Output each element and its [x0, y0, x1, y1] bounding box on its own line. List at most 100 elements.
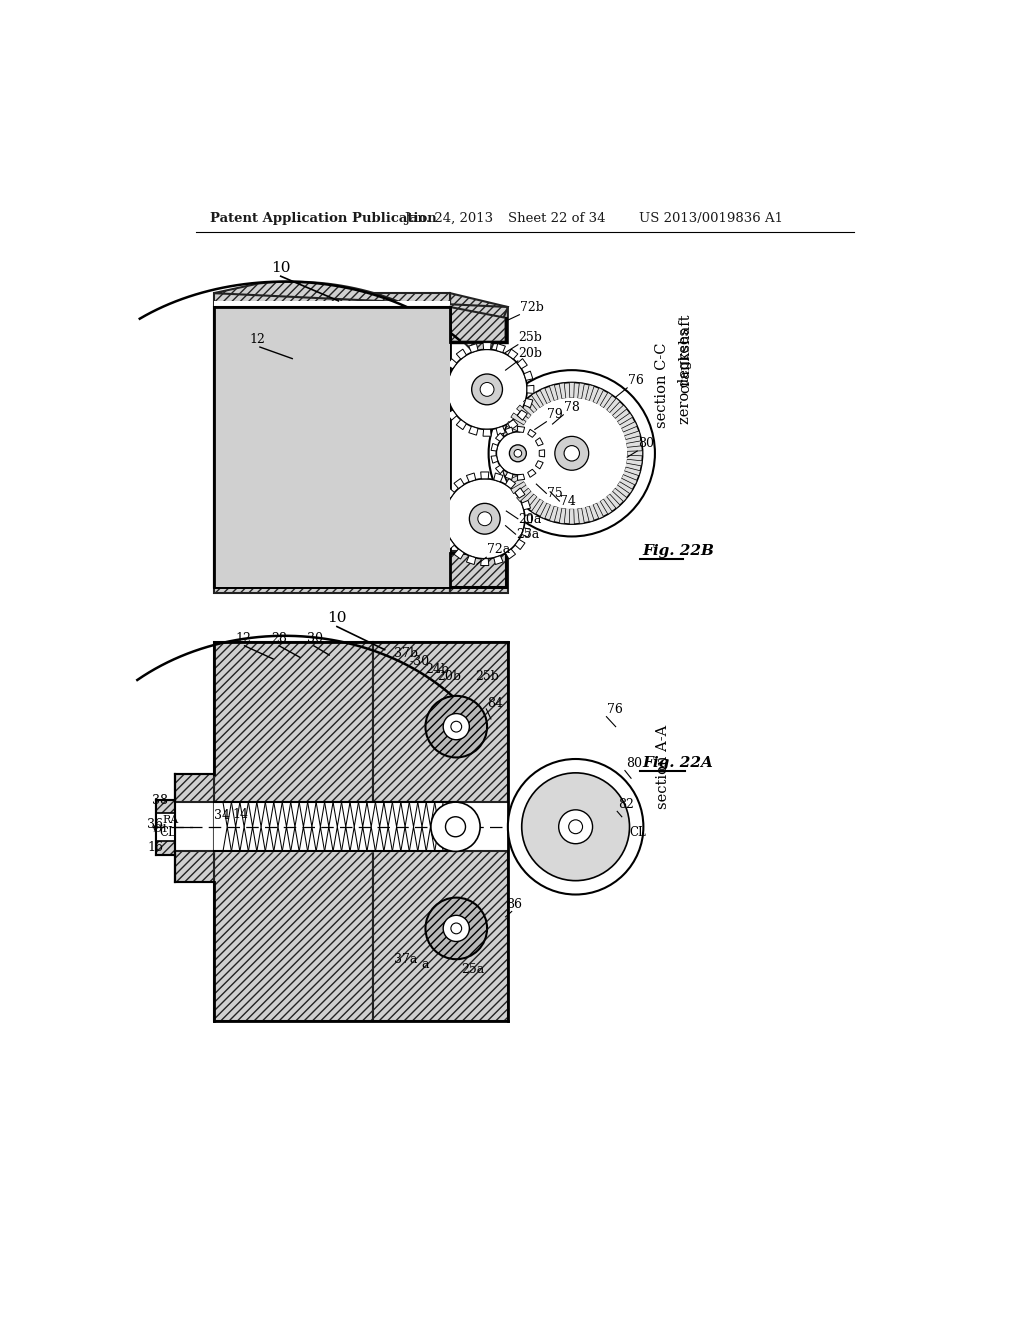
Circle shape: [447, 350, 527, 429]
Polygon shape: [559, 383, 566, 399]
Polygon shape: [441, 399, 451, 408]
Polygon shape: [214, 308, 451, 587]
Polygon shape: [494, 473, 503, 482]
Polygon shape: [627, 441, 642, 447]
Polygon shape: [439, 500, 447, 510]
Text: 37a: 37a: [394, 953, 417, 966]
Text: 36: 36: [147, 818, 164, 832]
Polygon shape: [531, 499, 544, 515]
Circle shape: [508, 759, 643, 895]
Text: 24b: 24b: [425, 663, 449, 676]
Polygon shape: [606, 399, 621, 413]
Polygon shape: [625, 430, 640, 440]
Polygon shape: [531, 392, 544, 408]
Polygon shape: [517, 405, 531, 418]
Circle shape: [425, 898, 487, 960]
Polygon shape: [214, 803, 456, 851]
Polygon shape: [454, 549, 464, 558]
Text: 20a: 20a: [518, 512, 542, 525]
Polygon shape: [503, 430, 519, 440]
Polygon shape: [517, 426, 524, 433]
Polygon shape: [156, 800, 175, 855]
Polygon shape: [515, 540, 525, 549]
Text: 12: 12: [236, 632, 251, 645]
Polygon shape: [451, 293, 508, 343]
Circle shape: [555, 437, 589, 470]
Text: 16: 16: [147, 841, 164, 854]
Polygon shape: [214, 301, 451, 586]
Text: RA: RA: [163, 814, 179, 825]
Polygon shape: [527, 470, 536, 478]
Text: 34: 34: [214, 809, 229, 822]
Polygon shape: [451, 553, 506, 587]
Text: a: a: [422, 958, 429, 972]
Polygon shape: [627, 459, 642, 466]
Polygon shape: [506, 549, 515, 558]
Circle shape: [478, 512, 492, 525]
Polygon shape: [508, 420, 518, 429]
Circle shape: [451, 721, 462, 733]
Polygon shape: [496, 343, 506, 352]
Polygon shape: [496, 466, 504, 474]
Polygon shape: [550, 384, 558, 401]
Text: zero degrees: zero degrees: [678, 327, 692, 424]
Circle shape: [501, 383, 643, 524]
Circle shape: [521, 774, 630, 880]
Polygon shape: [524, 371, 532, 380]
Text: 25a: 25a: [462, 964, 485, 975]
Text: 38: 38: [153, 793, 168, 807]
Text: 25a: 25a: [516, 528, 540, 541]
Circle shape: [568, 820, 583, 834]
Polygon shape: [527, 429, 536, 437]
Polygon shape: [536, 461, 543, 469]
Polygon shape: [501, 451, 516, 455]
Polygon shape: [517, 474, 524, 480]
Polygon shape: [569, 383, 574, 397]
Circle shape: [488, 370, 655, 536]
Text: 20b: 20b: [518, 347, 543, 360]
Polygon shape: [517, 359, 527, 368]
Text: CL: CL: [630, 826, 646, 840]
Text: 84: 84: [487, 697, 503, 710]
Text: Sheet 22 of 34: Sheet 22 of 34: [508, 211, 605, 224]
Polygon shape: [214, 642, 373, 1020]
Polygon shape: [593, 388, 603, 404]
Polygon shape: [540, 450, 545, 457]
Polygon shape: [506, 421, 522, 432]
Polygon shape: [511, 413, 526, 425]
Text: section C-C: section C-C: [655, 342, 669, 428]
Text: 75: 75: [547, 487, 563, 500]
Polygon shape: [569, 508, 574, 524]
Polygon shape: [492, 455, 498, 463]
Polygon shape: [439, 528, 447, 537]
Polygon shape: [550, 506, 558, 521]
Polygon shape: [214, 803, 373, 851]
Polygon shape: [483, 429, 492, 436]
Circle shape: [497, 432, 540, 475]
Text: Jan. 24, 2013: Jan. 24, 2013: [403, 211, 493, 224]
Circle shape: [469, 503, 500, 535]
Polygon shape: [524, 515, 531, 523]
Circle shape: [564, 446, 580, 461]
Text: section A-A: section A-A: [656, 725, 671, 809]
Circle shape: [431, 803, 480, 851]
Polygon shape: [586, 384, 594, 401]
Polygon shape: [446, 411, 457, 420]
Text: 82: 82: [617, 797, 634, 810]
Text: 20b: 20b: [437, 671, 461, 684]
Polygon shape: [175, 775, 214, 803]
Polygon shape: [506, 479, 515, 488]
Polygon shape: [503, 467, 519, 475]
Circle shape: [425, 696, 487, 758]
Polygon shape: [606, 494, 621, 508]
Polygon shape: [446, 359, 457, 368]
Polygon shape: [517, 488, 531, 502]
Polygon shape: [505, 428, 513, 434]
Text: 25b: 25b: [475, 671, 500, 684]
Text: 28: 28: [271, 632, 288, 645]
Text: US 2013/0019836 A1: US 2013/0019836 A1: [639, 211, 782, 224]
Polygon shape: [492, 444, 498, 451]
Polygon shape: [441, 371, 451, 380]
Text: 86: 86: [506, 898, 522, 911]
Circle shape: [514, 450, 521, 457]
